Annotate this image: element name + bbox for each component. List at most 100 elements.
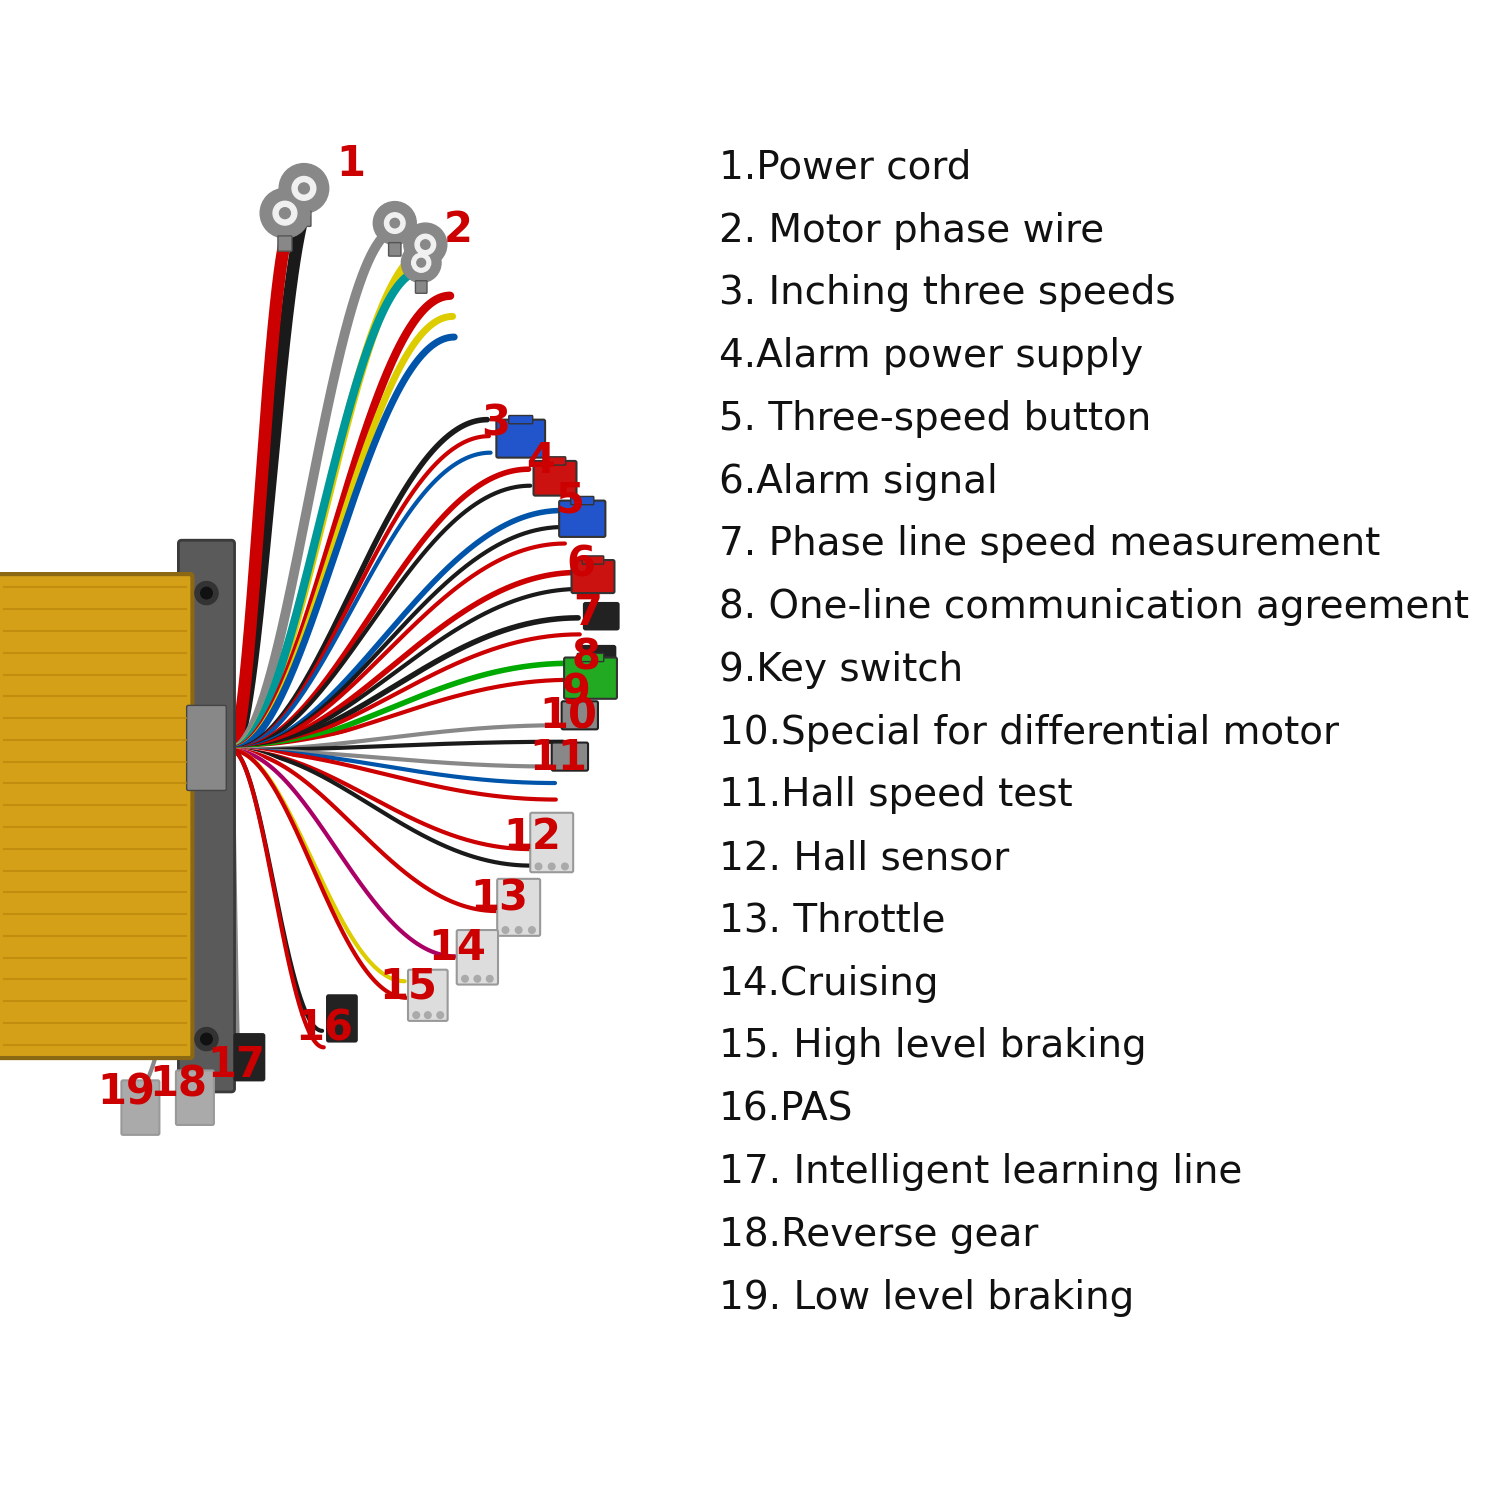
Circle shape — [260, 189, 309, 238]
FancyBboxPatch shape — [552, 742, 588, 771]
FancyBboxPatch shape — [570, 496, 594, 504]
Text: 10: 10 — [538, 696, 597, 738]
Circle shape — [201, 588, 213, 598]
FancyBboxPatch shape — [0, 574, 192, 1058]
Circle shape — [417, 258, 426, 267]
FancyBboxPatch shape — [496, 879, 540, 936]
FancyBboxPatch shape — [297, 211, 310, 226]
FancyBboxPatch shape — [572, 560, 615, 592]
FancyBboxPatch shape — [561, 702, 598, 729]
Text: 16.PAS: 16.PAS — [718, 1090, 854, 1128]
Text: 5. Three-speed button: 5. Three-speed button — [718, 400, 1150, 438]
Circle shape — [536, 862, 542, 870]
FancyBboxPatch shape — [419, 264, 432, 278]
Text: 9.Key switch: 9.Key switch — [718, 651, 963, 688]
Text: 16: 16 — [296, 1008, 354, 1050]
Circle shape — [292, 177, 316, 201]
Circle shape — [148, 1126, 156, 1132]
Circle shape — [390, 219, 399, 228]
Circle shape — [416, 234, 435, 255]
Circle shape — [279, 207, 291, 219]
Circle shape — [486, 975, 494, 982]
Text: 14: 14 — [429, 927, 486, 969]
Circle shape — [549, 862, 555, 870]
Circle shape — [136, 1126, 144, 1132]
Circle shape — [195, 582, 217, 604]
FancyBboxPatch shape — [186, 705, 226, 791]
Text: 6: 6 — [566, 543, 596, 585]
Circle shape — [402, 243, 441, 282]
Circle shape — [462, 975, 468, 982]
Circle shape — [420, 240, 430, 249]
Text: 10.Special for differential motor: 10.Special for differential motor — [718, 714, 1338, 752]
Text: 8. One-line communication agreement: 8. One-line communication agreement — [718, 588, 1468, 626]
FancyBboxPatch shape — [122, 1080, 159, 1136]
Text: 11: 11 — [530, 738, 588, 780]
Text: 17: 17 — [207, 1044, 266, 1086]
Text: 3. Inching three speeds: 3. Inching three speeds — [718, 274, 1174, 312]
Circle shape — [195, 1028, 217, 1050]
Circle shape — [384, 213, 405, 234]
Text: 7. Phase line speed measurement: 7. Phase line speed measurement — [718, 525, 1380, 564]
FancyBboxPatch shape — [496, 420, 544, 458]
Circle shape — [273, 201, 297, 225]
Circle shape — [561, 862, 568, 870]
Circle shape — [516, 927, 522, 933]
Text: 3: 3 — [482, 404, 510, 445]
Text: 19: 19 — [98, 1071, 156, 1113]
FancyBboxPatch shape — [580, 646, 615, 672]
Text: 1: 1 — [336, 142, 366, 184]
Text: 15: 15 — [380, 964, 436, 1006]
FancyBboxPatch shape — [530, 813, 573, 871]
Text: 12: 12 — [504, 816, 561, 858]
Circle shape — [202, 1116, 210, 1122]
Text: 4: 4 — [526, 440, 555, 482]
Text: 6.Alarm signal: 6.Alarm signal — [718, 462, 998, 501]
FancyBboxPatch shape — [584, 603, 618, 630]
FancyBboxPatch shape — [544, 458, 566, 465]
Text: 7: 7 — [573, 592, 603, 634]
Text: 18: 18 — [150, 1064, 207, 1106]
FancyBboxPatch shape — [416, 280, 428, 294]
Text: 11.Hall speed test: 11.Hall speed test — [718, 777, 1072, 814]
Circle shape — [474, 975, 480, 982]
Text: 15. High level braking: 15. High level braking — [718, 1028, 1146, 1065]
Circle shape — [413, 1013, 420, 1019]
FancyBboxPatch shape — [327, 996, 357, 1041]
FancyBboxPatch shape — [388, 243, 400, 256]
FancyBboxPatch shape — [278, 236, 292, 250]
Circle shape — [404, 224, 447, 266]
Circle shape — [201, 1034, 213, 1046]
Circle shape — [279, 164, 328, 213]
Text: 2. Motor phase wire: 2. Motor phase wire — [718, 211, 1104, 249]
Circle shape — [503, 927, 509, 933]
Text: 19. Low level braking: 19. Low level braking — [718, 1278, 1134, 1317]
Circle shape — [436, 1013, 444, 1019]
Text: 18.Reverse gear: 18.Reverse gear — [718, 1216, 1038, 1254]
Text: 12. Hall sensor: 12. Hall sensor — [718, 839, 1010, 878]
Circle shape — [298, 183, 309, 194]
Circle shape — [374, 201, 417, 244]
FancyBboxPatch shape — [578, 654, 603, 662]
FancyBboxPatch shape — [234, 1034, 264, 1080]
Text: 13: 13 — [470, 878, 528, 920]
Circle shape — [528, 927, 536, 933]
Text: 1.Power cord: 1.Power cord — [718, 148, 970, 186]
Circle shape — [424, 1013, 430, 1019]
FancyBboxPatch shape — [509, 416, 532, 424]
Text: 4.Alarm power supply: 4.Alarm power supply — [718, 338, 1143, 375]
FancyBboxPatch shape — [564, 657, 616, 699]
Circle shape — [180, 1116, 186, 1122]
Text: 9: 9 — [562, 670, 591, 712]
Text: 8: 8 — [572, 636, 602, 678]
FancyBboxPatch shape — [176, 1071, 214, 1125]
FancyBboxPatch shape — [456, 930, 498, 984]
FancyBboxPatch shape — [534, 460, 576, 495]
FancyBboxPatch shape — [408, 969, 447, 1022]
Text: 17. Intelligent learning line: 17. Intelligent learning line — [718, 1154, 1242, 1191]
FancyBboxPatch shape — [560, 501, 606, 537]
FancyBboxPatch shape — [582, 556, 603, 564]
Text: 2: 2 — [444, 209, 472, 251]
Circle shape — [126, 1126, 132, 1132]
Circle shape — [192, 1116, 198, 1122]
